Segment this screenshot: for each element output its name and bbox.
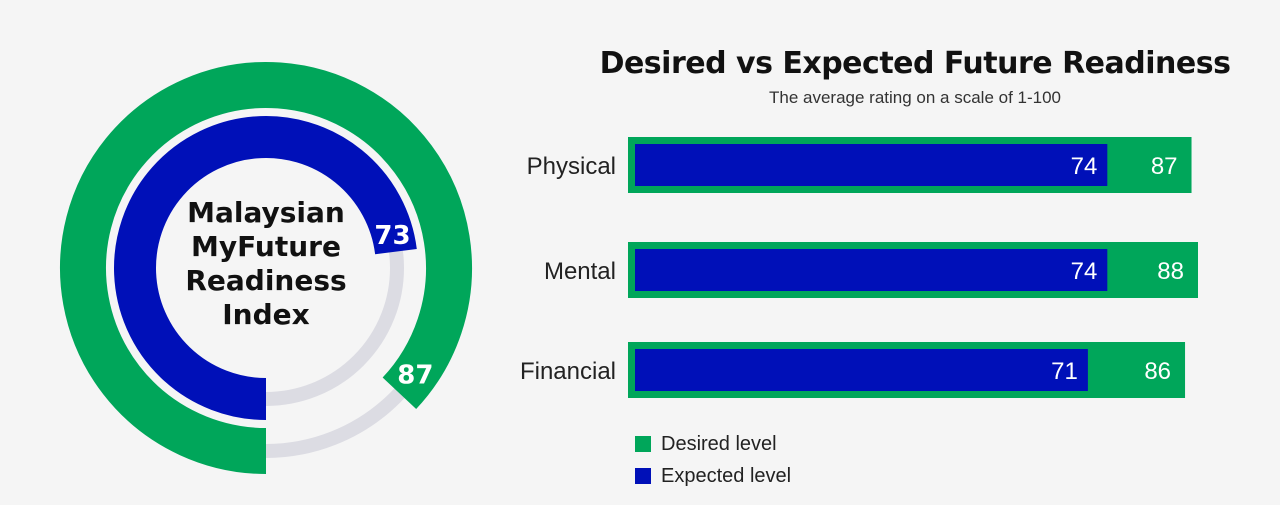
index-title-line-4: Index	[222, 298, 310, 331]
legend-swatch-desired	[635, 436, 651, 452]
category-label-mental: Mental	[544, 258, 616, 285]
index-title-line-2: MyFuture	[191, 230, 341, 263]
index-title: Malaysian MyFuture Readiness Index	[166, 196, 366, 332]
bar-expected-financial	[635, 349, 1088, 391]
chart-title: Desired vs Expected Future Readiness	[599, 46, 1231, 81]
value-label-desired-physical: 87	[1151, 153, 1178, 180]
chart-subtitle: The average rating on a scale of 1-100	[768, 88, 1062, 107]
donut-value-expected: 73	[374, 221, 410, 251]
index-title-line-1: Malaysian	[187, 196, 345, 229]
value-label-expected-physical: 74	[1071, 153, 1098, 180]
legend-label-expected: Expected level	[661, 464, 792, 487]
legend-item-expected: Expected level	[635, 460, 791, 492]
legend-swatch-expected	[635, 468, 651, 484]
bar-expected-mental	[635, 249, 1108, 291]
index-title-line-3: Readiness	[185, 264, 347, 297]
value-label-expected-financial: 71	[1051, 358, 1078, 385]
value-label-desired-mental: 88	[1157, 258, 1184, 285]
legend-item-desired: Desired level	[635, 428, 791, 460]
value-label-desired-financial: 86	[1144, 358, 1171, 385]
category-label-financial: Financial	[520, 358, 616, 385]
category-label-physical: Physical	[527, 153, 616, 180]
readiness-index-donut: 87 73	[60, 62, 472, 474]
legend: Desired level Expected level	[635, 428, 791, 492]
value-label-expected-mental: 74	[1071, 258, 1098, 285]
donut-value-desired: 87	[397, 361, 433, 391]
bar-expected-physical	[635, 144, 1108, 186]
donut-arc-desired	[60, 62, 472, 474]
donut-arc-expected	[114, 116, 417, 420]
legend-label-desired: Desired level	[661, 432, 777, 455]
